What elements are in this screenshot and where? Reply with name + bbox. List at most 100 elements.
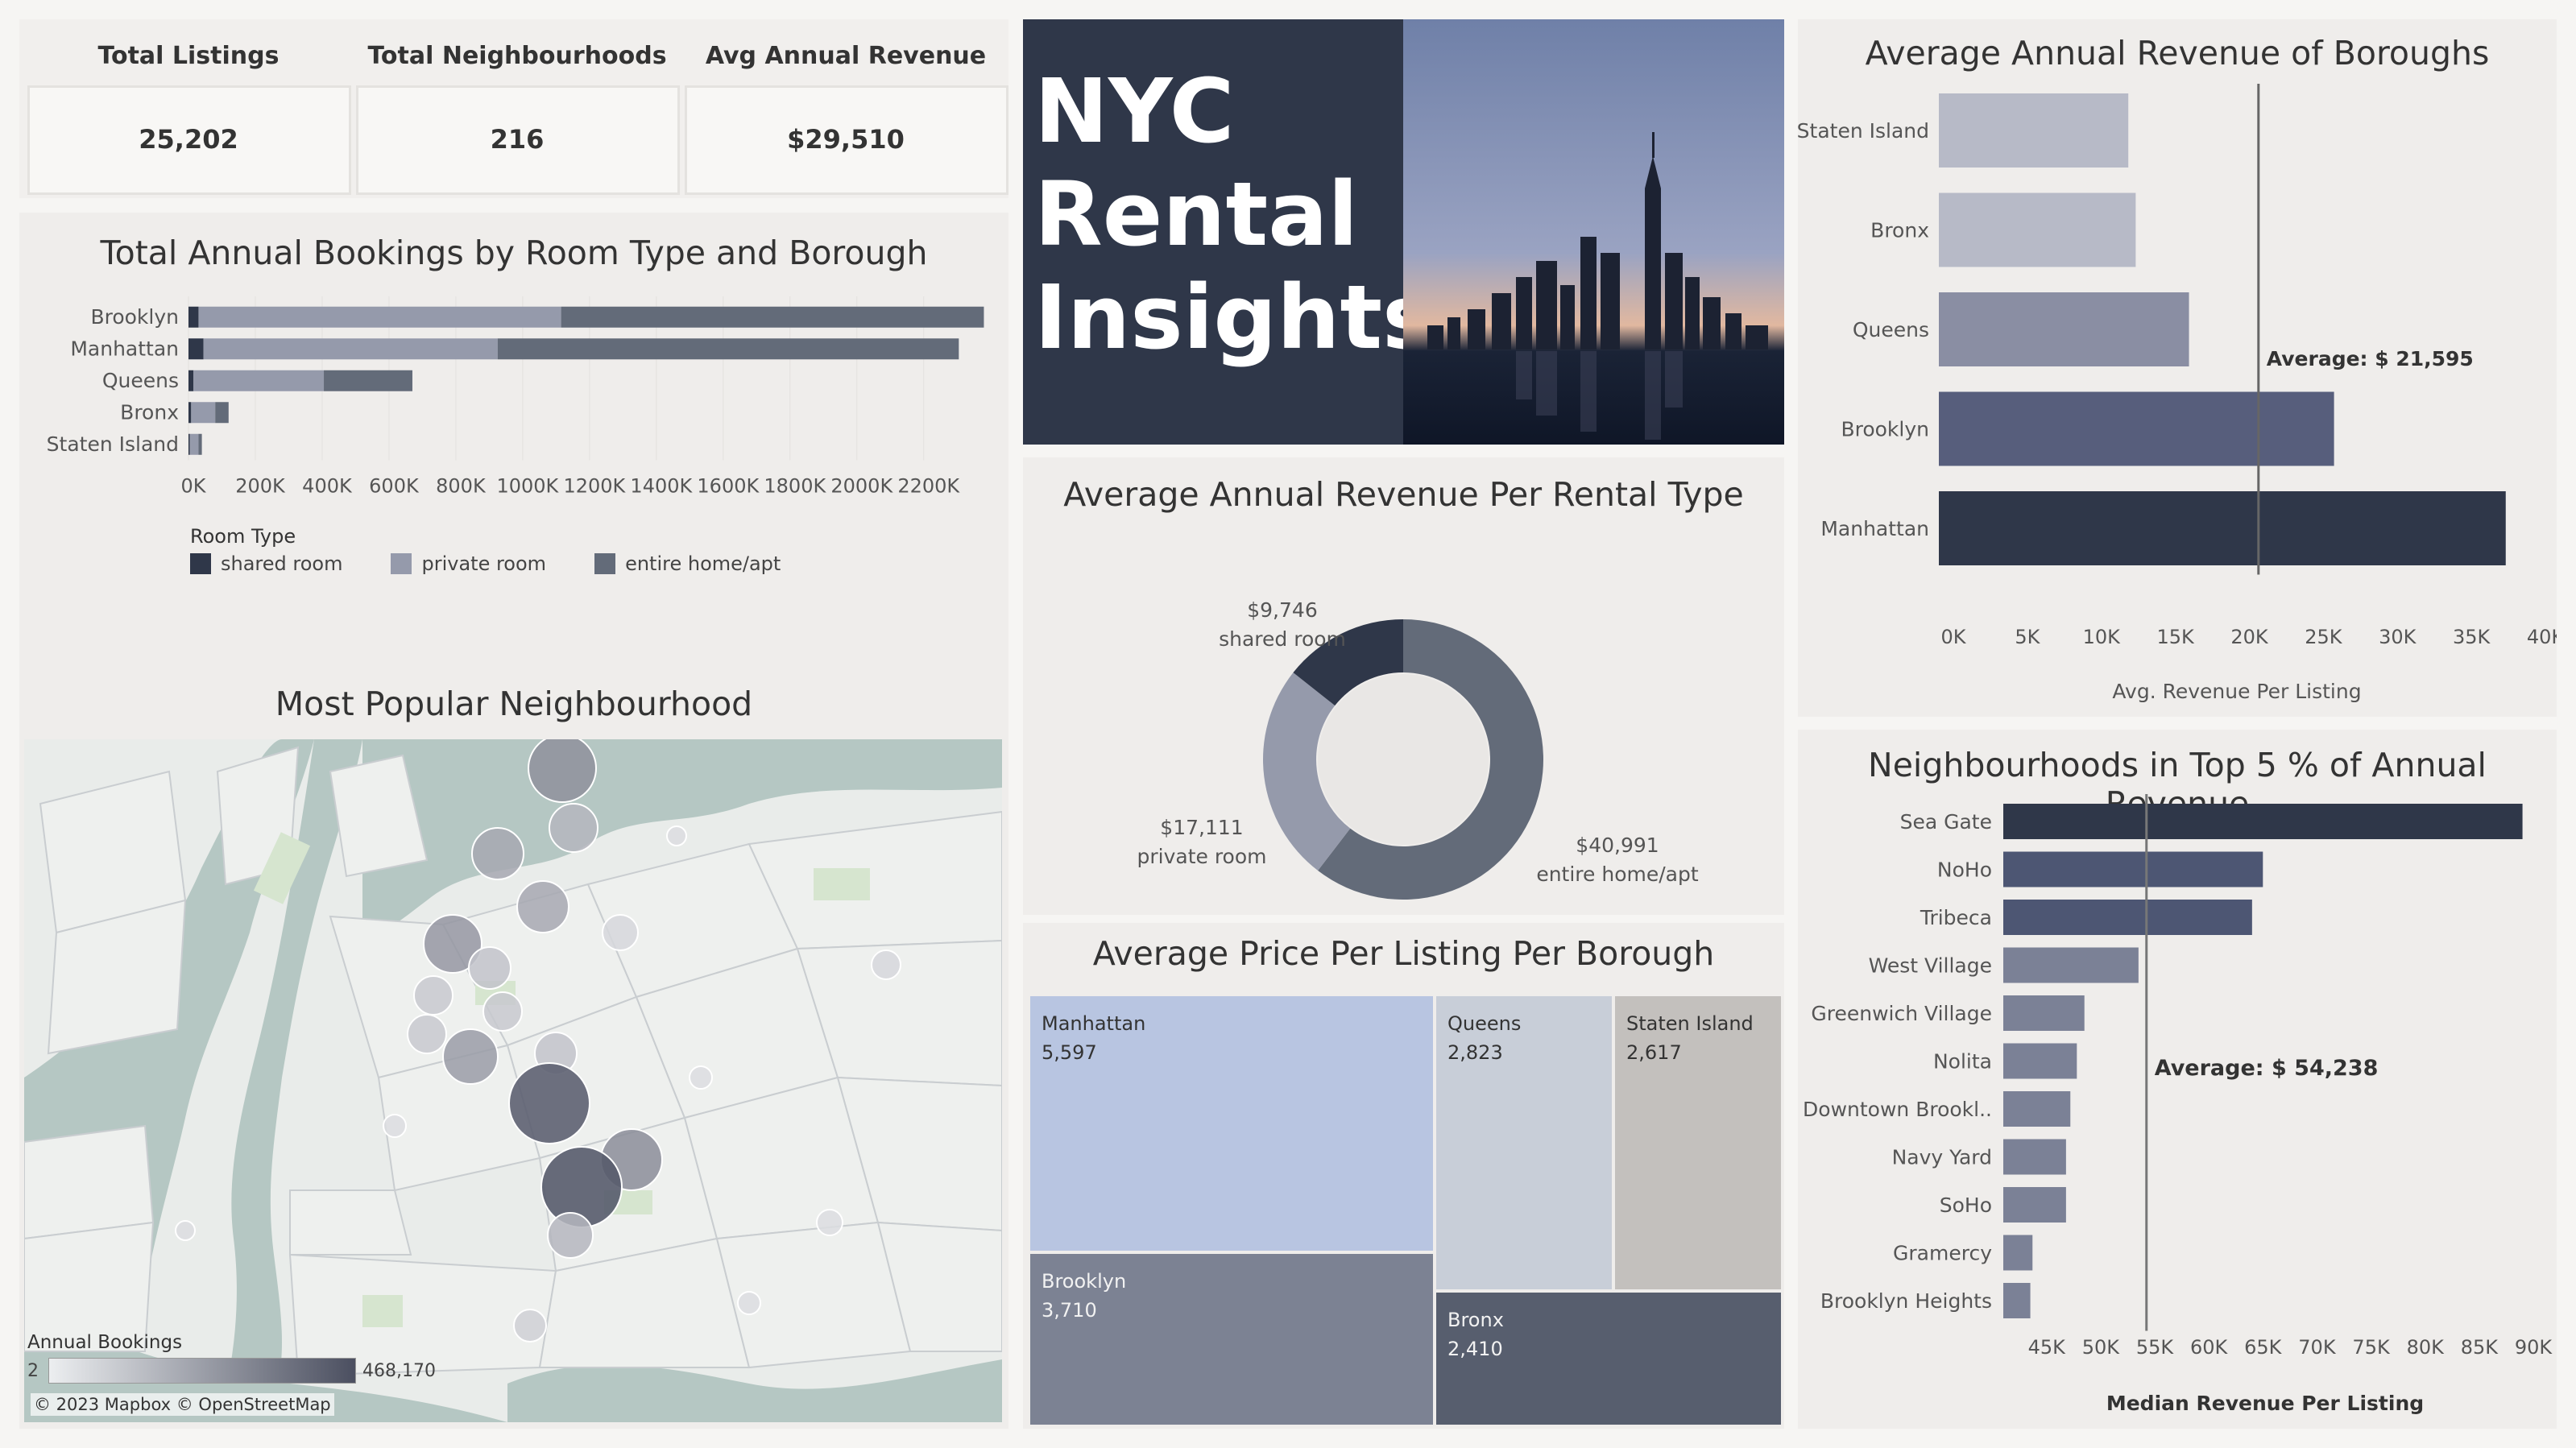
legend-label-private: private room <box>421 552 547 575</box>
borough-bar-manhattan[interactable] <box>1939 491 2506 565</box>
kpi-box-neighbourhoods <box>356 85 680 195</box>
map-bubble[interactable] <box>442 1028 499 1085</box>
map-bubble[interactable] <box>737 1291 761 1315</box>
bookings-bar-queens-private-room[interactable] <box>193 370 325 391</box>
map-bubble[interactable] <box>549 803 598 853</box>
treemap-title: Average Price Per Listing Per Borough <box>1092 934 1715 973</box>
map-attribution[interactable]: © 2023 Mapbox © OpenStreetMap <box>31 1393 334 1416</box>
neighbourhood-xtick: 55K <box>2136 1336 2175 1359</box>
map-bubble[interactable] <box>547 1212 594 1259</box>
treemap-cell-bronx[interactable]: Bronx 2,410 <box>1434 1290 1783 1427</box>
neighbourhood-bar-nolita[interactable] <box>2003 1043 2077 1079</box>
donut-slice-shared-room[interactable] <box>1293 619 1403 706</box>
neighbourhood-bar-soho[interactable] <box>2003 1187 2066 1223</box>
bookings-bar-brooklyn-entire-home-apt[interactable] <box>561 306 984 328</box>
bookings-bar-bronx-entire-home-apt[interactable] <box>215 402 229 424</box>
map-bubble[interactable] <box>516 880 569 933</box>
borough-xtick: 35K <box>2453 626 2491 647</box>
map-bubble[interactable] <box>413 975 453 1016</box>
map-bubble[interactable] <box>508 1062 590 1144</box>
legend-item-entire[interactable]: entire home/apt <box>594 552 781 575</box>
borough-bar-brooklyn[interactable] <box>1939 391 2334 466</box>
bookings-bar-staten-island-shared-room[interactable] <box>188 433 190 455</box>
borough-bar-bronx[interactable] <box>1939 192 2136 267</box>
bookings-bar-brooklyn-private-room[interactable] <box>198 306 561 328</box>
donut-panel: Average Annual Revenue Per Rental Type $… <box>1023 457 1784 915</box>
neighbourhood-bar-tribeca[interactable] <box>2003 900 2252 935</box>
map-bubble[interactable] <box>871 949 901 980</box>
borough-xtick: 30K <box>2379 626 2417 647</box>
map-bubble[interactable] <box>666 825 687 846</box>
neighbourhood-bar-west-village[interactable] <box>2003 947 2139 983</box>
treemap-cell-brooklyn[interactable]: Brooklyn 3,710 <box>1028 1251 1435 1427</box>
skyline <box>1427 132 1768 350</box>
neighbourhood-bar-gramercy[interactable] <box>2003 1235 2033 1271</box>
neighbourhood-category-label: Navy Yard <box>1892 1146 1992 1169</box>
bookings-bar-manhattan-shared-room[interactable] <box>188 338 204 360</box>
map-bubble[interactable] <box>602 914 639 951</box>
kpi-panel: Total Listings Total Neighbourhoods Avg … <box>19 19 1008 198</box>
borough-xtick: 15K <box>2156 626 2195 647</box>
map-bubble[interactable] <box>513 1309 547 1343</box>
legend-item-private[interactable]: private room <box>391 552 546 575</box>
map-bubble[interactable] <box>383 1114 407 1138</box>
map-bubble[interactable] <box>423 914 482 974</box>
neighbourhood-category-label: West Village <box>1869 954 1992 978</box>
borough-category-label: Bronx <box>1870 219 1929 242</box>
borough-revenue-xlabel: Avg. Revenue Per Listing <box>2112 680 2362 703</box>
bookings-xtick: 1400K <box>630 475 693 498</box>
treemap-value-queens: 2,823 <box>1447 1041 1503 1064</box>
bookings-xtick: 600K <box>369 475 420 498</box>
neighbourhood-bar-greenwich-village[interactable] <box>2003 995 2085 1031</box>
bookings-bar-staten-island-private-room[interactable] <box>189 433 199 455</box>
neighbourhood-bar-noho[interactable] <box>2003 851 2263 887</box>
map-bubble[interactable] <box>407 1014 447 1054</box>
neighbourhood-category-label: Gramercy <box>1893 1242 1992 1265</box>
bookings-bar-brooklyn-shared-room[interactable] <box>188 306 199 328</box>
neighbourhood-bar-navy-yard[interactable] <box>2003 1139 2066 1175</box>
treemap-value-manhattan: 5,597 <box>1042 1041 1097 1064</box>
bookings-bar-manhattan-private-room[interactable] <box>203 338 498 360</box>
neighbourhood-category-label: NoHo <box>1937 858 1992 882</box>
bookings-bar-manhattan-entire-home-apt[interactable] <box>497 338 959 360</box>
bookings-bar-bronx-private-room[interactable] <box>191 402 216 424</box>
treemap-cell-manhattan[interactable]: Manhattan 5,597 <box>1028 994 1435 1253</box>
map-bubble[interactable] <box>816 1209 843 1236</box>
map-water-east-river <box>217 739 362 1422</box>
neighbourhood-map[interactable]: Annual Bookings 2 468,170 © 2023 Mapbox … <box>24 739 1002 1422</box>
map-bubble[interactable] <box>528 739 597 803</box>
map-water-sound <box>362 739 1002 932</box>
treemap-value-staten-island: 2,617 <box>1626 1041 1682 1064</box>
neighbourhood-bar-downtown-brookl[interactable] <box>2003 1091 2071 1127</box>
neighbourhood-category-label: Sea Gate <box>1900 810 1992 834</box>
bookings-category-label: Queens <box>102 369 179 392</box>
donut-slice-entire-home-apt[interactable] <box>1318 619 1543 900</box>
bookings-bar-queens-entire-home-apt[interactable] <box>324 370 412 391</box>
map-legend-min: 2 <box>27 1360 39 1381</box>
neighbourhood-bar-sea-gate[interactable] <box>2003 804 2523 839</box>
kpi-value-listings: 25,202 <box>139 124 238 155</box>
map-bubble[interactable] <box>471 827 524 880</box>
borough-revenue-chart: Staten Island Bronx Queens Brooklyn Manhatta… <box>1798 84 2557 647</box>
borough-bar-staten-island[interactable] <box>1939 93 2129 168</box>
donut-slice-private-room[interactable] <box>1263 672 1351 871</box>
treemap-cell-staten-island[interactable]: Staten Island 2,617 <box>1613 994 1783 1292</box>
legend-item-shared[interactable]: shared room <box>190 552 342 575</box>
map-bubble[interactable] <box>689 1065 713 1090</box>
treemap-label-manhattan: Manhattan <box>1042 1012 1146 1035</box>
treemap-cell-queens[interactable]: Queens 2,823 <box>1434 994 1614 1292</box>
bookings-bar-bronx-shared-room[interactable] <box>188 402 192 424</box>
borough-category-label: Manhattan <box>1820 517 1929 540</box>
neighbourhood-xtick: 65K <box>2244 1336 2283 1359</box>
map-bubble[interactable] <box>175 1220 196 1241</box>
bookings-xtick: 200K <box>235 475 286 498</box>
bookings-bar-staten-island-entire-home-apt[interactable] <box>198 433 202 455</box>
map-bubble[interactable] <box>482 991 523 1032</box>
neighbourhood-bar-brooklyn-heights[interactable] <box>2003 1283 2031 1318</box>
kpi-label-revenue: Avg Annual Revenue <box>705 42 987 70</box>
borough-bar-queens[interactable] <box>1939 292 2189 366</box>
bookings-bar-queens-shared-room[interactable] <box>188 370 194 391</box>
map-bubble[interactable] <box>468 946 511 990</box>
neighbourhood-xtick: 60K <box>2190 1336 2229 1359</box>
neighbourhood-xtick: 80K <box>2407 1336 2446 1359</box>
